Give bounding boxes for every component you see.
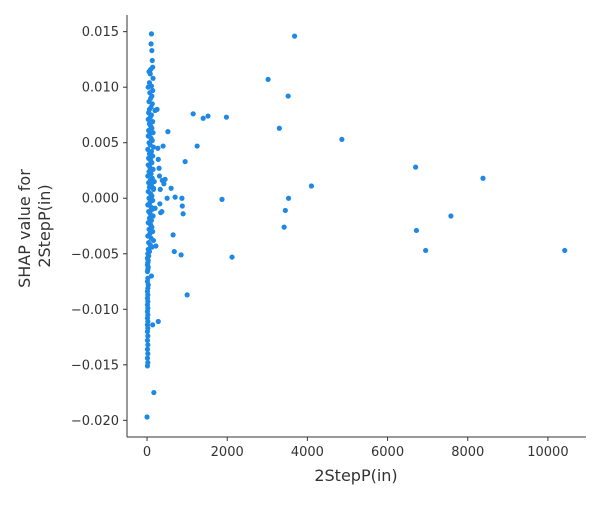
data-point	[164, 195, 170, 201]
data-point	[200, 115, 206, 121]
data-point	[178, 252, 184, 258]
x-tick-label: 4000	[291, 445, 324, 460]
data-point	[413, 164, 419, 170]
data-point	[150, 185, 157, 191]
data-point	[182, 158, 188, 165]
data-point	[170, 232, 176, 238]
data-point	[168, 185, 174, 191]
x-tick-label: 0	[143, 445, 151, 460]
data-point	[223, 114, 230, 120]
data-point	[150, 75, 156, 81]
data-point	[149, 57, 155, 64]
x-tick-label: 2000	[211, 445, 244, 460]
scatter-points	[144, 31, 568, 420]
data-point	[150, 237, 157, 244]
data-point	[165, 129, 171, 135]
data-point	[144, 346, 151, 352]
data-point	[160, 143, 166, 149]
x-tick-label: 10000	[527, 445, 568, 460]
data-point	[171, 248, 177, 255]
data-point	[144, 355, 151, 361]
data-point	[190, 111, 196, 117]
data-point	[144, 337, 151, 343]
y-axis-ticks: 0.015 0.010 0.005 0.000 −0.005 −0.010 −0.015 −0…	[71, 25, 127, 429]
data-point	[147, 71, 153, 77]
y-tick-label: 0.000	[82, 192, 119, 207]
y-axis-label: SHAP value for 2StepP(in)	[15, 164, 54, 288]
data-point	[150, 144, 157, 150]
data-point	[339, 136, 345, 142]
data-point	[229, 254, 235, 260]
data-point	[148, 31, 155, 37]
data-point	[184, 292, 190, 298]
data-point	[159, 208, 165, 215]
data-point	[285, 195, 292, 201]
data-point	[179, 195, 185, 201]
data-point	[155, 145, 161, 151]
data-point	[146, 184, 153, 190]
data-point	[145, 173, 151, 179]
data-point	[282, 207, 288, 214]
data-point	[153, 243, 159, 249]
data-point	[145, 342, 151, 348]
data-point	[157, 201, 163, 207]
data-point	[265, 76, 271, 83]
data-point	[448, 213, 454, 219]
data-point	[154, 106, 160, 112]
y-tick-label: −0.020	[71, 414, 119, 429]
data-point	[157, 186, 163, 192]
y-tick-label: −0.015	[71, 358, 119, 373]
y-axis-label-line-2: 2StepP(in)	[35, 184, 54, 267]
data-point	[150, 153, 156, 159]
data-point	[291, 33, 298, 39]
data-point	[144, 268, 151, 275]
data-point	[179, 203, 185, 209]
data-point	[219, 196, 225, 202]
data-point	[151, 389, 157, 396]
y-tick-label: −0.005	[71, 247, 119, 262]
data-point	[144, 414, 150, 420]
data-point	[148, 41, 154, 47]
data-point	[149, 47, 155, 54]
y-tick-label: 0.015	[82, 25, 119, 40]
data-point	[172, 194, 178, 200]
data-point	[151, 178, 157, 185]
data-point	[161, 181, 167, 187]
data-point	[144, 363, 151, 369]
data-point	[285, 93, 291, 99]
data-point	[150, 322, 156, 328]
y-tick-label: 0.010	[82, 81, 119, 96]
data-point	[145, 333, 151, 339]
y-axis-label-line-1: SHAP value for	[15, 169, 34, 288]
x-tick-label: 6000	[371, 445, 404, 460]
y-tick-label: −0.010	[71, 303, 119, 318]
data-point	[150, 166, 156, 172]
data-point	[281, 224, 287, 230]
data-point	[205, 113, 211, 119]
data-point	[156, 165, 162, 171]
x-axis-ticks: 0 2000 4000 6000 8000 10000	[143, 437, 569, 460]
data-point	[480, 175, 486, 181]
data-point	[423, 247, 429, 254]
data-point	[155, 318, 161, 325]
data-point	[276, 125, 282, 131]
data-point	[155, 156, 161, 162]
y-tick-label: 0.005	[82, 136, 119, 151]
data-point	[152, 205, 158, 211]
data-point	[194, 143, 200, 149]
data-point	[562, 247, 568, 254]
data-point	[145, 351, 151, 357]
data-point	[156, 173, 163, 179]
data-point	[145, 84, 151, 90]
data-point	[308, 183, 314, 189]
data-point	[145, 116, 151, 122]
data-point	[144, 328, 151, 335]
data-point	[162, 176, 168, 182]
data-point	[413, 227, 420, 234]
x-axis-label: 2StepP(in)	[314, 466, 397, 485]
data-point	[180, 211, 186, 217]
x-tick-label: 8000	[451, 445, 484, 460]
